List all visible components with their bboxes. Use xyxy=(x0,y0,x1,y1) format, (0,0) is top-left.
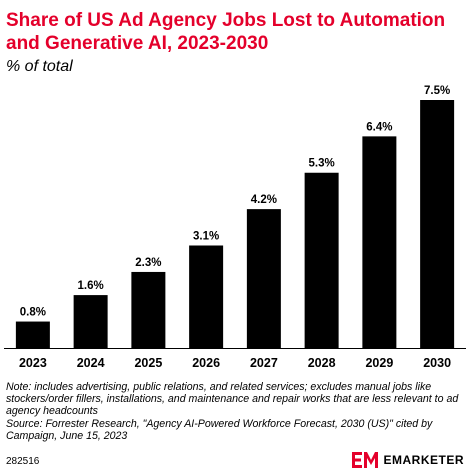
bar-2025 xyxy=(131,271,166,348)
value-label-2024: 1.6% xyxy=(78,280,104,292)
note-text: Note: includes advertising, public relat… xyxy=(6,381,459,418)
chart-notes: Note: includes advertising, public relat… xyxy=(6,381,466,442)
source-text: Source: Forrester Research, "Agency AI-P… xyxy=(6,417,433,442)
bar-chart: 0.8%1.6%2.3%3.1%4.2%5.3%6.4%7.5% 2023 202… xyxy=(4,85,466,370)
footer: 282516 EMARKETER xyxy=(0,452,470,473)
x-tick-label-2027: 2027 xyxy=(250,356,278,370)
x-tick-labels-layer: 2023 2024 2025 2026 2027 2028 2029 2030 xyxy=(19,356,451,370)
x-tick-label-2025: 2025 xyxy=(134,356,162,370)
value-label-2027: 4.2% xyxy=(251,194,277,206)
bar-2029 xyxy=(362,136,397,348)
value-label-2023: 0.8% xyxy=(20,307,46,319)
bar-2023 xyxy=(15,321,50,348)
x-tick-label-2026: 2026 xyxy=(192,356,220,370)
value-label-2030: 7.5% xyxy=(424,85,450,97)
brand-name: EMARKETER xyxy=(383,453,464,467)
brand-logo: EMARKETER xyxy=(352,452,464,468)
x-tick-label-2030: 2030 xyxy=(423,356,451,370)
em-logo-icon xyxy=(352,452,379,468)
x-tick-label-2023: 2023 xyxy=(19,356,47,370)
x-tick-label-2028: 2028 xyxy=(308,356,336,370)
bar-2027 xyxy=(246,209,281,348)
value-label-2028: 5.3% xyxy=(309,158,335,170)
bar-2028 xyxy=(304,172,339,348)
x-tick-label-2029: 2029 xyxy=(365,356,393,370)
bar-2026 xyxy=(189,245,224,348)
chart-title: Share of US Ad Agency Jobs Lost to Autom… xyxy=(6,10,446,54)
x-tick-label-2024: 2024 xyxy=(77,356,105,370)
value-label-2029: 6.4% xyxy=(366,121,392,133)
bar-2024 xyxy=(73,295,108,348)
chart-id: 282516 xyxy=(6,456,40,467)
chart-subtitle: % of total xyxy=(6,58,73,75)
value-label-2025: 2.3% xyxy=(135,257,161,269)
value-labels-layer: 0.8% 1.6% 2.3% 3.1% 4.2% 5.3% 6.4% 7.5% xyxy=(20,85,450,319)
bar-2030 xyxy=(420,100,455,348)
bars-layer xyxy=(15,100,455,348)
value-label-2026: 3.1% xyxy=(193,230,219,242)
